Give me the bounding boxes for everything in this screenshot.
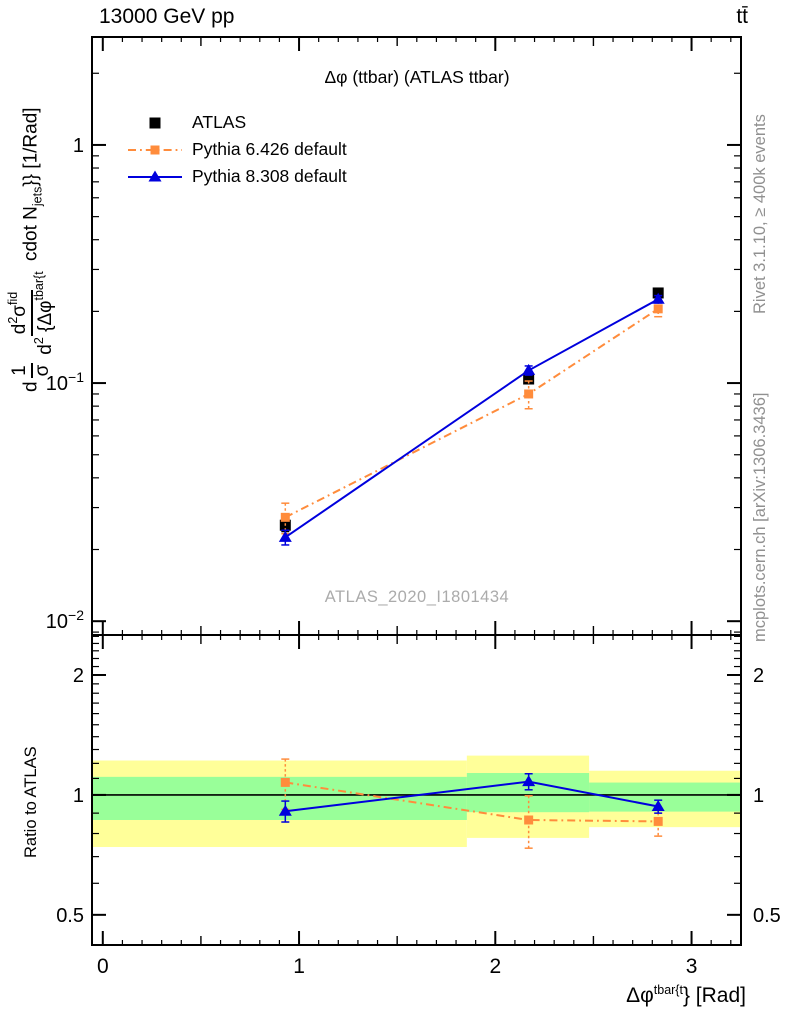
legend-marker-pythia6 [128, 145, 182, 154]
beam-energy-label: 13000 GeV pp [99, 5, 235, 28]
legend: ATLAS Pythia 6.426 default Pythia 8.308 … [126, 109, 347, 190]
ratio-panel-frame [91, 634, 742, 946]
legend-label: Pythia 8.308 default [192, 166, 347, 186]
y-tick-label: 1 [73, 135, 84, 157]
analysis-watermark: ATLAS_2020_I1801434 [324, 588, 510, 606]
data-point-marker [524, 389, 534, 399]
legend-label: ATLAS [192, 112, 247, 132]
data-point-marker [523, 373, 535, 385]
data-point-marker [651, 800, 665, 812]
y-tick-label: 10−1 [46, 369, 84, 395]
x-tick-label: 0 [97, 955, 109, 978]
data-point-marker [278, 804, 292, 816]
data-point-marker [653, 816, 663, 826]
data-point-marker [280, 512, 290, 522]
series-line [284, 298, 659, 539]
plot-title: Δφ (ttbar) (ATLAS ttbar) [324, 67, 510, 87]
data-point-marker [150, 145, 160, 154]
x-axis-label: Δφtbar{t} [Rad] [626, 983, 746, 1007]
data-point-marker [522, 775, 536, 787]
y-tick-label: 10−2 [46, 607, 84, 633]
data-point-marker [653, 304, 663, 314]
x-tick-label: 1 [293, 955, 305, 978]
legend-label: Pythia 6.426 default [192, 139, 347, 159]
process-label: tt̄ [736, 5, 748, 28]
data-point-marker [280, 777, 290, 787]
ratio-line [285, 781, 659, 823]
x-tick-label: 2 [489, 955, 501, 978]
main-y-axis-label: d 1 σ d2σfid d2 {Δφtbar{t cdot Njets}} [1/Ra… [6, 107, 56, 392]
data-point-marker [522, 363, 536, 375]
band-green [92, 776, 467, 821]
legend-item-atlas: ATLAS [126, 109, 347, 136]
tick-labels: 0 1 2 3 1 10−1 10−2 2 2 1 1 0.5 0.5 [46, 135, 781, 978]
legend-marker-pythia8 [128, 170, 182, 181]
x-tick-label: 3 [686, 955, 698, 978]
data-point-marker [524, 815, 534, 825]
series-pythia-8-308-default [278, 292, 665, 823]
legend-item-pythia6: Pythia 6.426 default [126, 136, 347, 163]
ratio-tick-label-right: 1 [753, 785, 764, 807]
legend-item-pythia8: Pythia 8.308 default [126, 163, 347, 190]
series-line [284, 307, 659, 519]
data-point-marker [149, 117, 161, 128]
legend-marker-atlas [149, 117, 161, 128]
mcplots-caption: mcplots.cern.ch [arXiv:1306.3436] [751, 392, 769, 642]
ratio-y-axis-label: Ratio to ATLAS [22, 746, 40, 858]
ratio-tick-label-left: 2 [73, 665, 84, 687]
ratio-tick-label-left: 0.5 [56, 905, 84, 927]
ratio-uncertainty-bands [92, 755, 741, 848]
data-point-marker [278, 530, 292, 542]
ratio-tick-label-left: 1 [73, 785, 84, 807]
data-point-marker [148, 170, 162, 181]
rivet-version-caption: Rivet 3.1.10, ≥ 400k events [751, 114, 769, 314]
ratio-tick-label-right: 2 [753, 665, 764, 687]
band-green [589, 782, 741, 812]
ratio-tick-label-right: 0.5 [753, 905, 781, 927]
data-point-marker [651, 292, 665, 304]
